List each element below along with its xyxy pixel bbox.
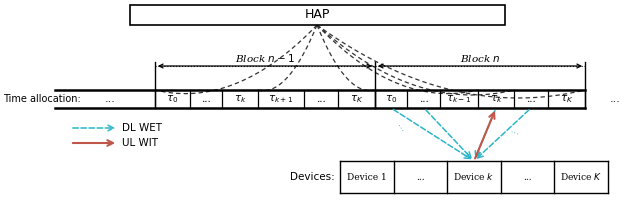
Text: $\tau_K$: $\tau_K$ bbox=[560, 93, 573, 105]
Text: Device $k$: Device $k$ bbox=[453, 172, 495, 182]
Text: $\tau_0$: $\tau_0$ bbox=[166, 93, 179, 105]
Text: Devices:: Devices: bbox=[291, 172, 335, 182]
Text: $\tau_k$: $\tau_k$ bbox=[234, 93, 246, 105]
Text: ...: ... bbox=[104, 94, 115, 104]
Text: ...: ... bbox=[416, 172, 425, 182]
Text: Device 1: Device 1 bbox=[347, 172, 387, 182]
Text: Time allocation:: Time allocation: bbox=[3, 94, 81, 104]
Text: $\tau_k$: $\tau_k$ bbox=[490, 93, 502, 105]
Text: ...: ... bbox=[609, 94, 620, 104]
Text: $\tau_0$: $\tau_0$ bbox=[385, 93, 397, 105]
Text: $\tau_{k+1}$: $\tau_{k+1}$ bbox=[268, 93, 294, 105]
Text: Block $n$: Block $n$ bbox=[460, 52, 500, 63]
Text: Device $K$: Device $K$ bbox=[560, 172, 602, 182]
Text: Block $n-1$: Block $n-1$ bbox=[235, 52, 295, 63]
Text: ...: ... bbox=[201, 94, 211, 104]
Text: ...: ... bbox=[509, 125, 522, 137]
Text: UL WIT: UL WIT bbox=[122, 138, 158, 148]
Text: ...: ... bbox=[419, 94, 428, 104]
Text: $\tau_{k-1}$: $\tau_{k-1}$ bbox=[446, 93, 472, 105]
Text: $\tau_K$: $\tau_K$ bbox=[349, 93, 364, 105]
Text: ...: ... bbox=[526, 94, 536, 104]
Text: DL WET: DL WET bbox=[122, 123, 162, 133]
Text: ...: ... bbox=[316, 94, 326, 104]
Text: ...: ... bbox=[524, 172, 532, 182]
Text: ...: ... bbox=[396, 120, 409, 134]
Text: HAP: HAP bbox=[305, 9, 330, 21]
Bar bbox=[130, 5, 505, 25]
